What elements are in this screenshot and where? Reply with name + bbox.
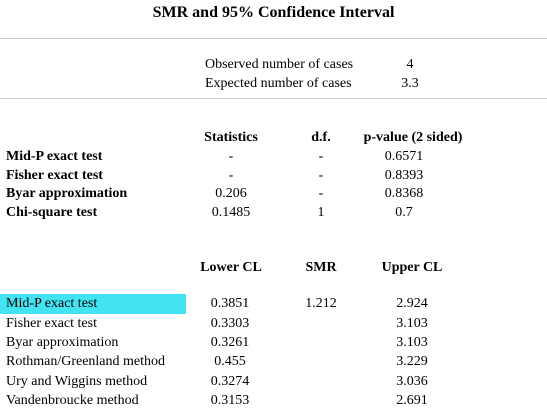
ci-row-name[interactable]: Mid-P exact test <box>6 296 98 311</box>
test-row-statistics: - <box>228 168 234 183</box>
test-row-statistics: 0.1485 <box>211 205 251 220</box>
test-row-name: Chi-square test <box>6 205 98 220</box>
header-lower-cl: Lower CL <box>200 260 262 275</box>
ci-row-lower: 0.3303 <box>210 316 250 331</box>
header-smr: SMR <box>305 260 337 275</box>
ci-row-name[interactable]: Byar approximation <box>6 335 119 350</box>
ci-row-name[interactable]: Vandenbroucke method <box>6 393 139 408</box>
ci-row-upper: 3.103 <box>396 316 428 331</box>
ci-row-lower: 0.455 <box>214 354 246 369</box>
test-row-name: Fisher exact test <box>6 168 103 183</box>
observed-label: Observed number of cases <box>205 57 354 72</box>
test-row-pvalue: 0.8368 <box>384 186 424 201</box>
test-row-statistics: - <box>228 149 234 164</box>
ci-row-name[interactable]: Ury and Wiggins method <box>6 374 148 389</box>
test-row-df: - <box>318 149 324 164</box>
test-row-df: - <box>318 168 324 183</box>
header-upper-cl: Upper CL <box>381 260 443 275</box>
header-statistics: Statistics <box>204 130 258 145</box>
ci-row-smr: 1.212 <box>305 296 337 311</box>
expected-label: Expected number of cases <box>205 76 352 91</box>
ci-row-upper: 3.036 <box>396 374 428 389</box>
header-pvalue: p-value (2 sided) <box>363 130 463 145</box>
ci-row-lower: 0.3274 <box>210 374 250 389</box>
header-df: d.f. <box>311 130 331 145</box>
ci-row-lower: 0.3261 <box>210 335 250 350</box>
ci-row-upper: 3.103 <box>396 335 428 350</box>
test-row-name: Mid-P exact test <box>6 149 103 164</box>
divider-top <box>0 38 547 39</box>
test-row-statistics: 0.206 <box>215 186 247 201</box>
test-row-name: Byar approximation <box>6 186 128 201</box>
observed-value: 4 <box>406 57 414 72</box>
ci-row-lower: 0.3153 <box>210 393 250 408</box>
ci-row-lower: 0.3851 <box>210 296 250 311</box>
ci-row-name[interactable]: Rothman/Greenland method <box>6 354 166 369</box>
test-row-df: 1 <box>317 205 325 220</box>
test-row-df: - <box>318 186 324 201</box>
ci-row-name[interactable]: Fisher exact test <box>6 316 97 331</box>
test-row-pvalue: 0.6571 <box>384 149 424 164</box>
ci-row-upper: 2.691 <box>396 393 428 408</box>
ci-row-upper: 3.229 <box>396 354 428 369</box>
report-title: SMR and 95% Confidence Interval <box>152 4 395 21</box>
test-row-pvalue: 0.7 <box>395 205 413 220</box>
selected-row-highlight[interactable] <box>0 294 186 314</box>
divider-middle <box>0 98 547 99</box>
ci-row-upper: 2.924 <box>396 296 428 311</box>
expected-value: 3.3 <box>401 76 419 91</box>
test-row-pvalue: 0.8393 <box>384 168 424 183</box>
